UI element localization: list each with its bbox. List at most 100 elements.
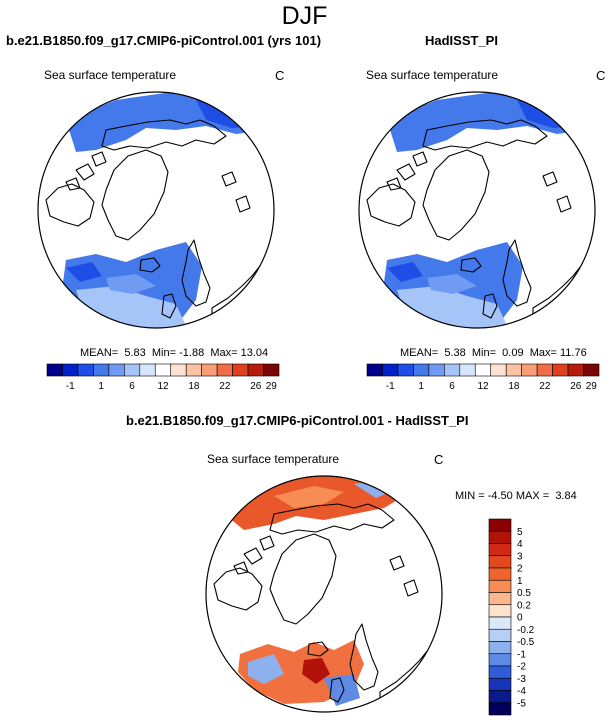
colorbar-tick-label: 18 [188,381,200,392]
coastline [101,149,169,241]
coastline [91,151,107,167]
coastline [307,641,329,657]
colorbar-tick-label: -5 [517,698,526,709]
sst-region [106,274,156,294]
sst-region [427,274,477,294]
max-label: MAX = [515,490,550,502]
colorbar-tick-label: 0.5 [517,588,531,599]
colorbar-tick-label: 4 [517,539,523,550]
coastline [386,177,402,191]
colorbar-segment [108,363,125,377]
coastline [181,239,211,307]
colorbar-segment [247,363,264,377]
colorbar-segment [488,567,512,581]
coastline [233,561,249,575]
min-value: 0.09 [502,347,524,359]
colorbar-segment [366,363,383,377]
colorbar-model: -1 1 6 12 18 22 26 29 [46,363,280,392]
coastline [389,555,405,571]
panel-subtitle-obs: Sea surface temperature [366,68,499,82]
max-label: Max= [210,347,238,359]
colorbar-segment [583,363,600,377]
colorbar-segment [474,363,492,377]
coastline [532,265,594,328]
panel-subtitle-diff: Sea surface temperature [207,452,340,466]
min-value: -4.50 [487,490,513,502]
max-value: 11.76 [560,347,587,359]
coastline [65,177,81,191]
coastline [235,195,251,213]
colorbar-tick-label: -1 [66,381,75,392]
colorbar-tick-label: -2 [517,662,526,673]
colorbar-tick-label: -3 [517,674,526,685]
colorbar-segment [459,363,476,377]
colorbar-segment [490,363,507,377]
colorbar-segment [488,653,512,667]
colorbar-segment [488,592,512,606]
colorbar-segment [46,363,63,377]
max-value: 13.04 [240,347,269,359]
coastline [502,239,532,307]
coastline [139,257,161,273]
panel-title-model: b.e21.B1850.f09_g17.CMIP6-piControl.001 … [6,33,322,48]
panel-units-model: C [275,68,285,83]
colorbar-segment [93,363,110,377]
colorbar-tick-label: 26 [570,381,582,392]
sst-anomaly-region [324,674,360,706]
colorbar-segment [488,628,512,642]
sst-region [387,262,423,282]
colorbar-segment [488,702,512,716]
colorbar-tick-label: 22 [539,381,551,392]
coastline [349,623,379,691]
coastline [269,533,337,625]
colorbar-tick-label: 6 [129,381,135,392]
colorbar-segment [552,363,569,377]
coastline [213,567,263,611]
colorbar-segment [428,363,445,377]
panel-subtitle-model: Sea surface temperature [44,68,177,82]
coastline [379,649,441,712]
colorbar-segment [488,543,512,557]
colorbar-segment [263,363,280,377]
colorbar-tick-label: 5 [517,527,523,538]
sst-anomaly-region [302,658,330,684]
coastline [412,151,428,167]
colorbar-segment [521,363,538,377]
colorbar-segment [488,518,512,532]
colorbar-segment [413,363,430,377]
min-label: Min= [471,347,497,359]
colorbar-obs: -1 1 6 12 18 22 26 29 [366,363,600,392]
colorbar-segment [488,641,512,655]
page-title: DJF [281,2,328,30]
polar-map-diff [205,475,443,713]
sst-anomaly-region [274,486,344,508]
coastline [396,163,416,181]
coastline [403,579,419,597]
colorbar-segment [488,579,512,593]
colorbar-segment [201,363,218,377]
polar-map-obs [358,91,596,329]
coastline [542,171,558,187]
coastline [366,183,416,227]
sst-anomaly-region [248,654,284,684]
mean-label: MEAN= [80,347,119,359]
colorbar-segment [488,555,512,569]
colorbar-tick-label: 6 [449,381,455,392]
mean-value: 5.38 [444,347,466,359]
coastline [243,547,263,565]
stats-model: MEAN= 5.83 Min= -1.88 Max= 13.04 [80,347,268,359]
colorbar-segment [444,363,461,377]
map-boundary [205,475,443,713]
coastline [460,257,482,273]
coastline [161,293,177,319]
panel-title-diff: b.e21.B1850.f09_g17.CMIP6-piControl.001 … [126,413,469,428]
colorbar-segment [62,363,79,377]
colorbar-tick-label: 3 [517,551,523,562]
coastline [422,149,490,241]
colorbar-segment [77,363,94,377]
min-label: MIN = [455,490,485,502]
colorbar-segment [397,363,414,377]
colorbar-tick-label: 26 [250,381,262,392]
colorbar-segment [170,363,187,377]
stats-diff: MIN = -4.50 MAX = 3.84 [455,490,577,502]
